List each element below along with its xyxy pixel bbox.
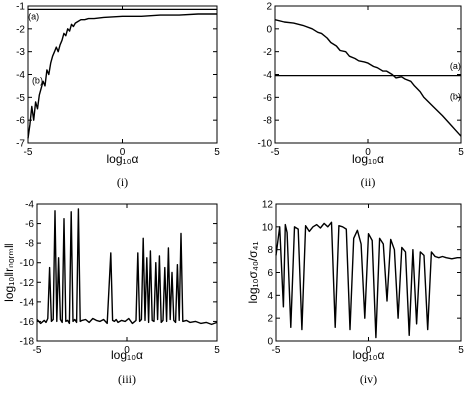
panel-3-xtick-label: 0	[124, 345, 130, 356]
panel-4-ytick-label: 8	[267, 245, 273, 256]
panel-1-frame	[27, 5, 218, 144]
panel-4-ytick-label: 2	[267, 314, 273, 325]
panel-2-ytick-label: 2	[266, 2, 272, 13]
panel-3-ytick-label: -4	[25, 200, 34, 211]
panel-1-xtick-label: 5	[214, 147, 220, 158]
panel-3-caption: (iii)	[118, 372, 136, 386]
panel-4-ytick-label: 6	[267, 268, 273, 279]
panel-3-ytick-label: -10	[20, 258, 35, 269]
panel-3-ytick-label: -16	[20, 317, 35, 328]
panel-3-xlabel: log₁₀α	[111, 348, 143, 362]
panel-2-xtick-label: 0	[365, 147, 371, 158]
panel-2-ytick-label: -10	[258, 139, 273, 150]
panel-2-annotation: (a)	[450, 61, 461, 71]
panel-2-xtick-label: 5	[458, 147, 464, 158]
panel-4-caption: (iv)	[360, 372, 377, 386]
panel-3-xtick-label: -5	[33, 345, 42, 356]
panel-1-xlabel: log₁₀α	[107, 152, 139, 166]
panel-2-series-2	[274, 19, 462, 137]
panel-4-ytick-label: 4	[267, 291, 273, 302]
panel-2-caption: (ii)	[361, 175, 376, 189]
panel-2-ytick-label: -2	[263, 47, 272, 58]
panel-2-xtick-label: -5	[271, 147, 280, 158]
panel-1-xtick-label: -5	[24, 147, 33, 158]
panel-1-ytick-label: -6	[16, 116, 25, 127]
panel-1-xtick-label: 0	[120, 147, 126, 158]
panel-1-ytick-label: -4	[16, 70, 25, 81]
panel-1-ytick-label: -7	[16, 139, 25, 150]
panel-3-xtick-label: 5	[214, 345, 220, 356]
panel-2-ytick-label: -6	[263, 93, 272, 104]
panel-4-ytick-label: 10	[262, 222, 274, 233]
panel-3-ytick-label: -6	[25, 219, 34, 230]
panel-3-ylabel: log₁₀‖rₙₒᵣₘ‖	[2, 243, 16, 302]
panel-3-ytick-label: -18	[20, 337, 35, 348]
panel-4-ytick-label: 0	[267, 337, 273, 348]
panel-4-xtick-label: 0	[366, 345, 372, 356]
panel-1-ytick-label: -3	[16, 47, 25, 58]
panel-2-ytick-label: -4	[263, 70, 272, 81]
panel-1-annotation: (a)	[28, 12, 39, 22]
panel-3-ytick-label: -8	[25, 239, 34, 250]
panel-4-ytick-label: 12	[262, 200, 274, 211]
panel-3-ytick-label: -14	[20, 297, 35, 308]
panel-2-annotation: (b)	[450, 92, 461, 102]
panel-2-xlabel: log₁₀α	[352, 152, 384, 166]
panel-4-xlabel: log₁₀α	[353, 348, 385, 362]
panel-4-xtick-label: 5	[458, 345, 464, 356]
panel-1-ytick-label: -1	[16, 2, 25, 13]
panel-1-ytick-label: -5	[16, 93, 25, 104]
panel-2-frame	[274, 5, 462, 144]
panel-3-series-1	[36, 208, 218, 326]
panel-1-annotation: (b)	[32, 76, 43, 86]
panel-1-ytick-label: -2	[16, 24, 25, 35]
panel-1-caption: (i)	[117, 175, 128, 189]
panel-2-ytick-label: 0	[266, 24, 272, 35]
panel-3-ytick-label: -12	[20, 278, 35, 289]
panel-2-ytick-label: -8	[263, 116, 272, 127]
panel-4-ylabel: log₁₀σ₄₀/σ₄₁	[246, 241, 260, 303]
panel-4-xtick-label: -5	[272, 345, 281, 356]
panel-4-series-1	[275, 221, 461, 339]
panel-1-series-2	[27, 13, 217, 139]
